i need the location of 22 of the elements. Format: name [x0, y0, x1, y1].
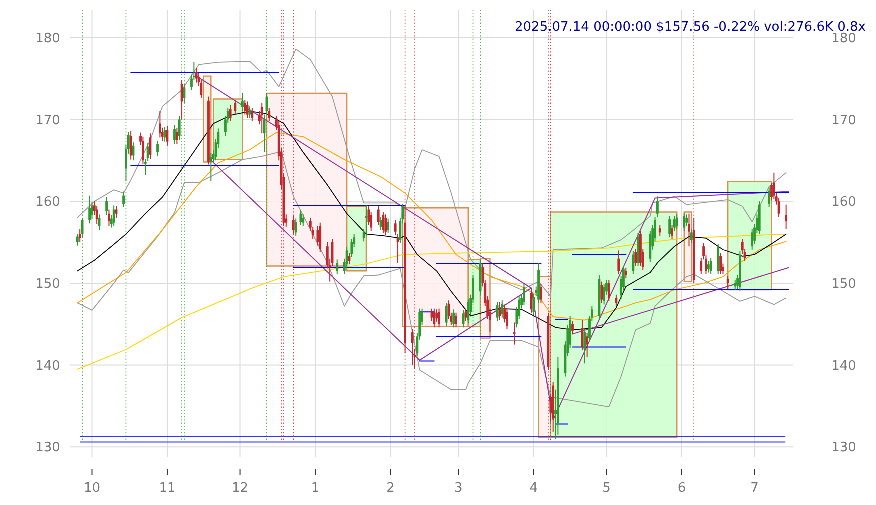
y2-tick-label: 170: [832, 113, 856, 128]
y-tick-label: 150: [36, 276, 60, 292]
x-tick-label: 12: [232, 481, 249, 496]
y-tick-label: 140: [36, 358, 60, 374]
x-tick-label: 11: [159, 481, 176, 496]
x-tick-label: 1: [311, 481, 320, 496]
y2-tick-label: 180: [832, 31, 856, 46]
y2-tick-label: 150: [832, 276, 856, 292]
x-tick-label: 4: [530, 481, 538, 496]
y-tick-label: 170: [36, 113, 60, 128]
x-tick-label: 7: [750, 481, 759, 496]
y2-tick-label: 130: [832, 440, 856, 456]
y2-tick-label: 140: [832, 358, 856, 374]
x-tick-label: 6: [678, 481, 686, 496]
y2-tick-label: 160: [832, 195, 856, 210]
y-tick-label: 180: [36, 31, 60, 46]
y-tick-label: 160: [36, 195, 60, 210]
x-tick-label: 3: [454, 481, 463, 496]
x-tick-label: 2: [386, 481, 395, 496]
x-tick-label: 10: [84, 481, 101, 496]
y-tick-label: 130: [36, 440, 60, 456]
x-tick-label: 5: [602, 481, 611, 496]
